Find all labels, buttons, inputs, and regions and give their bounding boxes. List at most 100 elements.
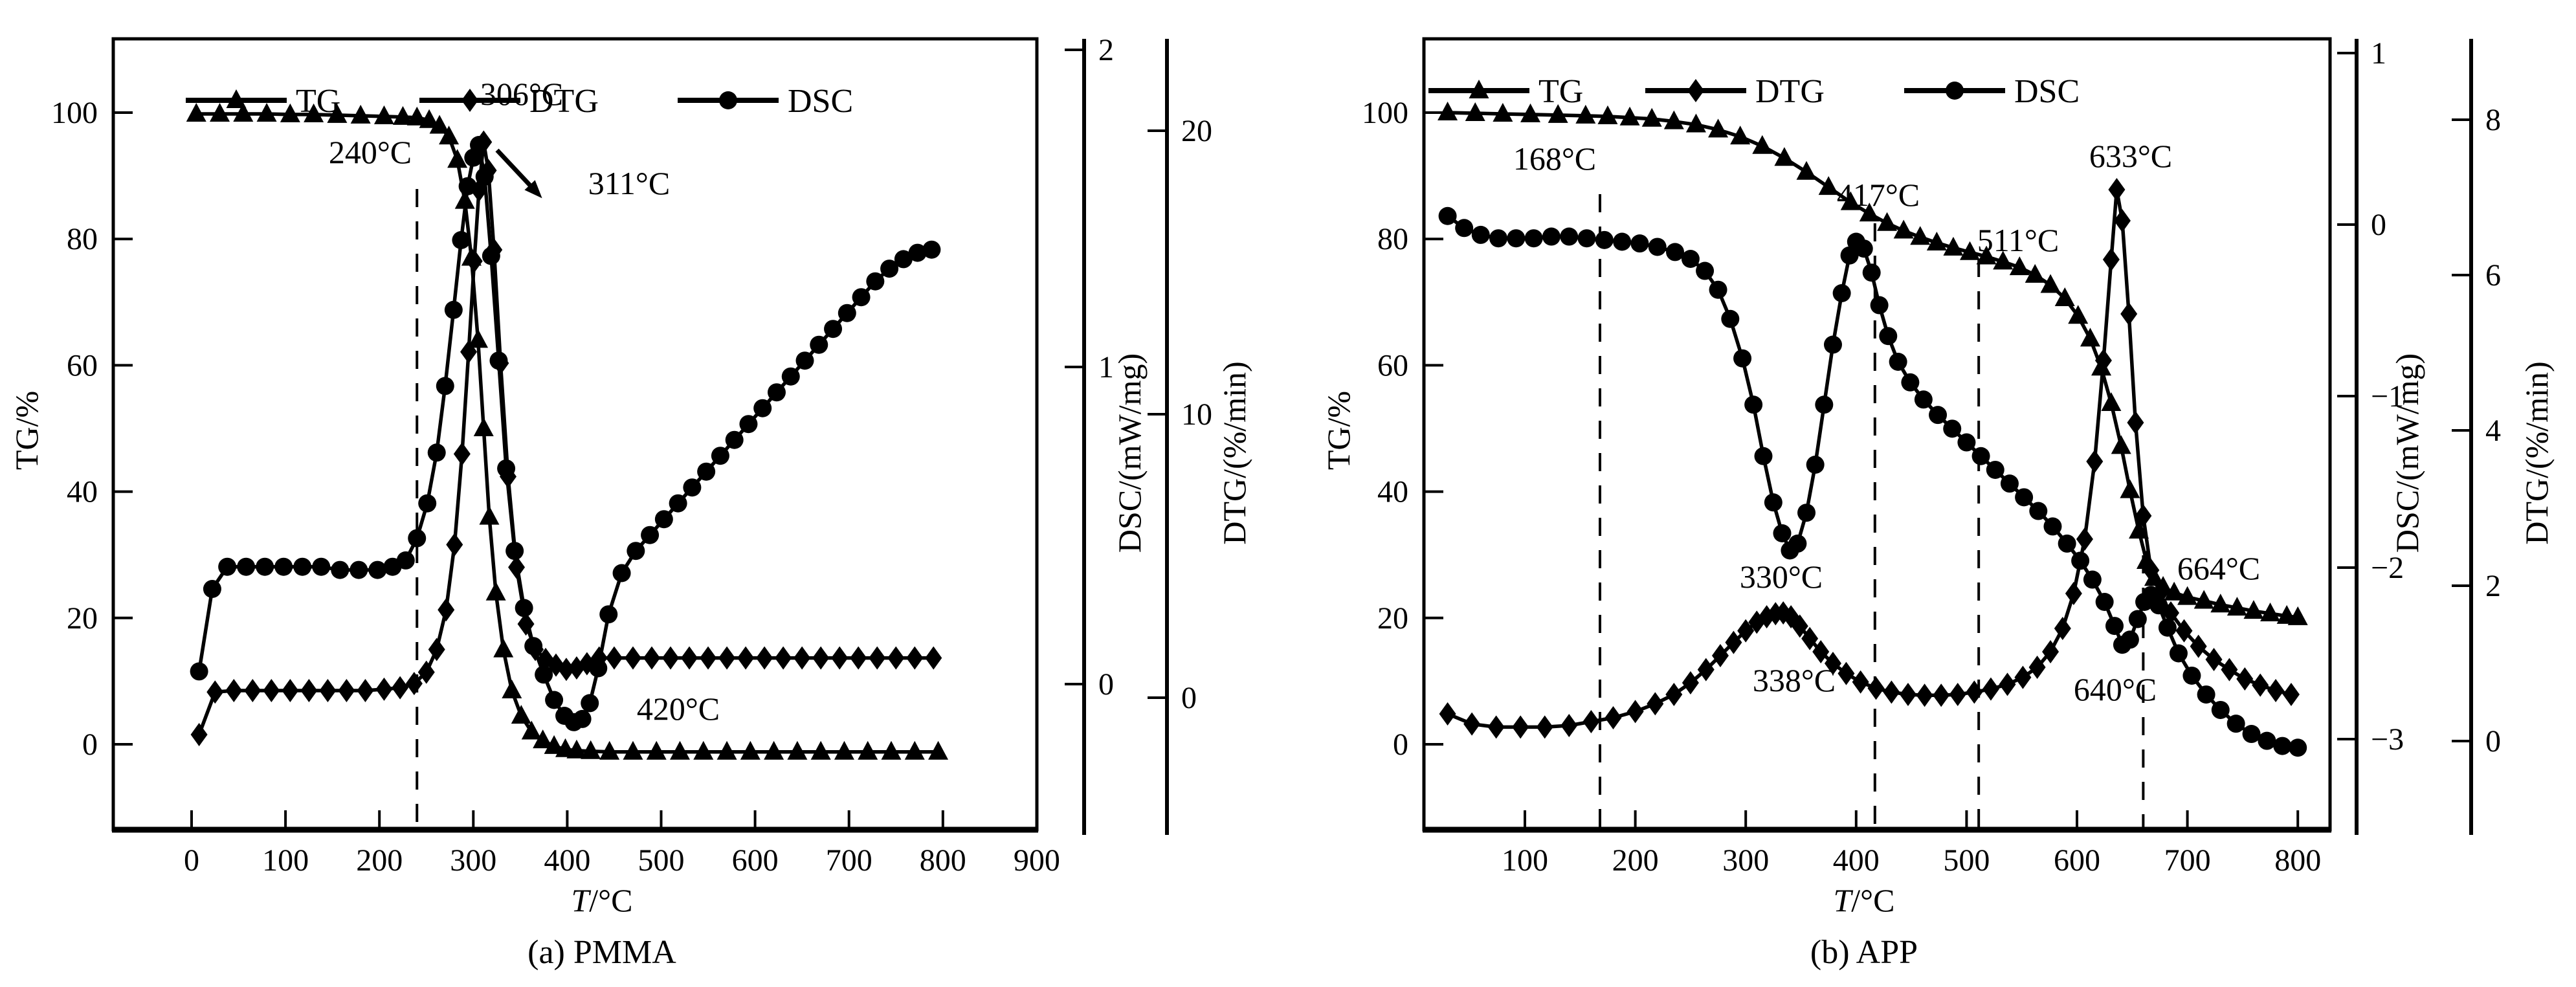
- dsc-marker: [1862, 263, 1881, 282]
- tg-marker: [2009, 256, 2030, 276]
- tg-marker: [1859, 203, 1880, 222]
- tg-marker: [468, 329, 489, 348]
- tg-marker: [2260, 602, 2281, 621]
- tg-marker: [1597, 105, 1618, 124]
- dsc-marker: [2211, 700, 2230, 719]
- dsc-axis-tick-label: 1: [2371, 36, 2386, 71]
- tg-marker: [2164, 581, 2184, 601]
- dsc-marker: [203, 580, 221, 598]
- tg-marker: [2226, 597, 2247, 616]
- dsc-marker: [350, 560, 368, 579]
- dsc-marker: [1630, 234, 1649, 253]
- dsc-marker: [1806, 456, 1825, 474]
- dsc-marker: [1773, 524, 1792, 542]
- dtg-marker: [453, 442, 471, 466]
- dtg-marker: [1933, 683, 1950, 707]
- dsc-marker: [1471, 225, 1490, 244]
- dsc-marker: [256, 557, 274, 576]
- tg-marker: [1685, 113, 1706, 133]
- dtg-marker: [1439, 702, 1456, 726]
- tg-marker: [1575, 104, 1596, 124]
- dtg-axis-tick-label: 0: [2485, 724, 2501, 759]
- tg-marker: [1469, 80, 1489, 98]
- dsc-marker: [1986, 460, 2004, 479]
- dsc-marker: [2120, 630, 2139, 649]
- dsc-marker: [1438, 206, 1457, 225]
- dtg-marker: [1999, 672, 2016, 696]
- tg-marker: [485, 581, 506, 601]
- tg-marker: [2080, 327, 2100, 347]
- dtg-marker: [2175, 619, 2193, 643]
- dsc-marker: [1613, 232, 1632, 251]
- tg-marker: [419, 109, 439, 128]
- dsc-marker: [2128, 610, 2147, 628]
- dtg-marker: [850, 646, 867, 670]
- dtg-marker: [1725, 630, 1742, 654]
- dsc-marker: [427, 443, 446, 462]
- dtg-marker: [2120, 302, 2138, 326]
- dtg-marker: [2042, 640, 2060, 663]
- dtg-marker: [1883, 680, 1900, 704]
- dsc-marker: [725, 430, 744, 449]
- tg-axis-title: TG/%: [1320, 391, 1357, 470]
- x-tick-label: 100: [262, 843, 309, 878]
- tg-marker: [1708, 118, 1729, 138]
- annotation-420: 420°C: [637, 691, 720, 727]
- dsc-marker: [612, 564, 631, 582]
- dtg-marker: [2054, 617, 2071, 640]
- dsc-marker: [1929, 406, 1948, 425]
- legend: TG DTG DSC: [1428, 73, 2080, 110]
- dtg-marker: [1687, 79, 1704, 102]
- dtg-marker: [1838, 661, 1855, 685]
- dsc-marker: [2197, 685, 2215, 704]
- dtg-axis-title: DTG/(%/min): [2518, 361, 2555, 544]
- dtg-marker: [2065, 582, 2082, 605]
- tg-marker: [392, 105, 413, 125]
- tg-tick-label: 40: [1377, 475, 1408, 509]
- legend-label-dtg: DTG: [529, 83, 599, 120]
- dsc-marker: [810, 335, 828, 354]
- tg-tick-label: 0: [1393, 727, 1408, 762]
- tg-marker: [439, 126, 460, 145]
- tg-marker: [186, 102, 206, 122]
- dsc-marker: [654, 510, 673, 529]
- dtg-marker: [190, 722, 208, 746]
- dtg-marker: [244, 679, 261, 703]
- dsc-marker: [458, 177, 477, 195]
- dtg-marker: [206, 680, 224, 704]
- dtg-marker: [1463, 712, 1481, 736]
- tg-marker: [1893, 219, 1914, 239]
- annotation-664: 664°C: [2177, 550, 2260, 586]
- tg-marker: [1910, 226, 1931, 245]
- dsc-marker: [2182, 666, 2201, 685]
- dtg-marker: [465, 249, 483, 273]
- dsc-marker: [452, 231, 471, 249]
- dsc-marker: [1489, 229, 1508, 248]
- dtg-marker: [263, 679, 280, 703]
- dsc-marker: [719, 91, 737, 109]
- tg-marker: [2210, 593, 2231, 613]
- dsc-marker: [838, 304, 856, 322]
- dsc-marker: [2258, 731, 2276, 750]
- dtg-marker: [1487, 715, 1505, 739]
- tg-marker: [2177, 586, 2198, 605]
- dtg-marker: [319, 679, 337, 703]
- tg-marker: [511, 705, 531, 724]
- dsc-marker: [1879, 327, 1898, 346]
- dtg-marker: [1512, 715, 1529, 739]
- dsc-marker: [1696, 261, 1715, 280]
- dtg-marker: [438, 598, 455, 622]
- dtg-axis-tick-label: 20: [1181, 114, 1212, 148]
- dsc-marker: [1815, 395, 1834, 414]
- dsc-marker: [1524, 229, 1543, 248]
- tg-marker: [479, 505, 500, 525]
- dtg-marker: [1604, 706, 1622, 729]
- dtg-marker: [428, 638, 445, 661]
- tg-marker: [406, 106, 427, 126]
- tg-marker: [2111, 435, 2131, 454]
- tg-marker: [928, 740, 949, 760]
- dsc-marker: [524, 637, 543, 656]
- dsc-marker: [1754, 447, 1773, 465]
